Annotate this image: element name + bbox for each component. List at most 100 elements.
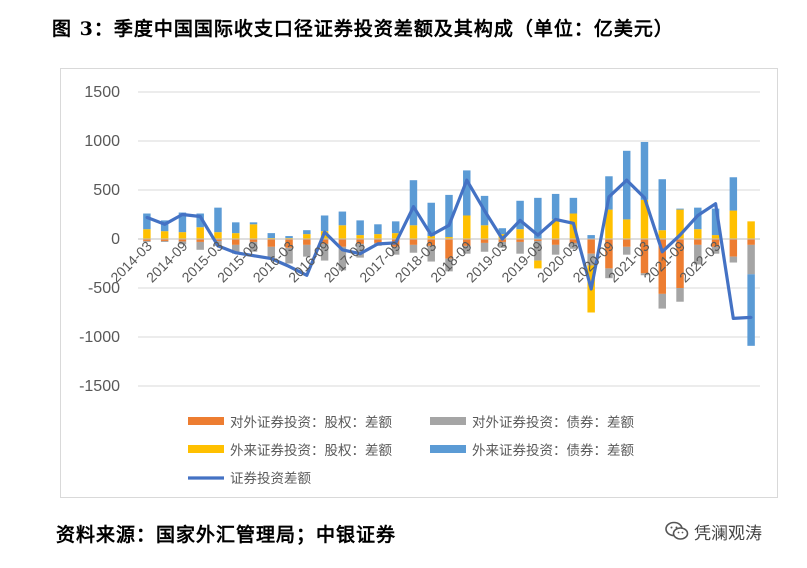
bar-1-2020-09: [605, 239, 613, 269]
y-tick-label: 500: [93, 182, 120, 199]
bar-4-2016-06: [303, 230, 311, 235]
legend-label: 证券投资差额: [230, 471, 311, 487]
bar-4-2017-09: [391, 221, 400, 234]
bar-3-2014-03: [143, 229, 151, 239]
bar-4-2022-06: [729, 177, 738, 211]
bar-4-2017-06: [374, 224, 382, 235]
line-point-2020-12: [625, 178, 629, 182]
y-tick-label: 1500: [84, 84, 120, 101]
y-tick-label: -1500: [79, 378, 120, 395]
bar-3-2014-09: [178, 232, 187, 239]
bar-4-2018-09: [463, 170, 471, 216]
bar-4-2020-06: [587, 235, 595, 239]
bar-4-2019-06: [516, 200, 524, 230]
line-point-2021-03: [643, 196, 646, 200]
bar-1-2022-03: [711, 239, 720, 247]
bar-2-2014-03: [143, 240, 151, 242]
legend-label: 对外证券投资：债券：差额: [472, 415, 634, 431]
bar-4-2014-12: [196, 213, 204, 228]
bar-4-2015-12: [267, 233, 276, 239]
bar-4-2019-03: [498, 228, 507, 235]
bar-2-2016-12: [338, 246, 347, 271]
bar-2-2019-06: [516, 241, 524, 254]
line-point-2017-03: [358, 252, 362, 256]
bar-2-2022-03: [711, 246, 720, 254]
bar-3-2016-06: [303, 234, 311, 239]
bar-3-2017-03: [356, 235, 364, 239]
legend-label: 外来证券投资：股权：差额: [230, 442, 392, 459]
bar-2-2020-12: [622, 246, 631, 255]
bar-3-2021-09: [676, 209, 684, 239]
bar-1-2014-03: [143, 239, 151, 241]
line-point-2018-09: [465, 178, 469, 182]
bar-3-2018-12: [480, 225, 489, 239]
line-point-2015-03: [216, 244, 220, 248]
y-tick-label: 0: [111, 231, 120, 248]
bar-4-2014-09: [178, 212, 187, 233]
line-point-2015-09: [252, 254, 255, 258]
bar-1-2015-03: [214, 239, 222, 241]
bar-4-2020-12: [622, 150, 631, 220]
line-point-2018-06: [447, 223, 451, 227]
bar-3-2019-09: [534, 260, 542, 269]
bar-3-2021-03: [640, 199, 649, 239]
bar-4-2015-03: [214, 207, 222, 233]
bar-1-2021-09: [676, 239, 684, 288]
line-point-2021-12: [696, 214, 700, 217]
bar-3-2022-03: [711, 235, 720, 239]
bar-1-2017-12: [409, 239, 418, 245]
bar-4-2018-03: [427, 202, 435, 237]
bar-3-2020-09: [605, 209, 613, 239]
legend-swatch: [430, 417, 466, 425]
line-point-2021-09: [678, 233, 682, 237]
bar-4-2021-03: [640, 141, 649, 200]
bar-2-2014-06: [160, 240, 169, 242]
bar-3-2014-12: [196, 227, 204, 239]
bar-1-2014-06: [160, 239, 169, 241]
bar-3-2017-06: [374, 234, 382, 239]
y-tick-label: -500: [88, 280, 120, 297]
line-point-2016-09: [323, 230, 326, 234]
bar-2-2022-09: [747, 244, 755, 275]
bar-1-2019-09: [534, 239, 542, 241]
line-point-2017-12: [412, 205, 415, 209]
bar-4-2020-03: [569, 197, 578, 214]
bar-2-2020-03: [569, 242, 578, 249]
line-point-2018-03: [429, 233, 433, 237]
bar-2-2016-06: [303, 244, 311, 257]
bar-4-2021-09: [676, 208, 684, 210]
bar-4-2022-03: [711, 208, 720, 236]
bar-1-2015-12: [267, 239, 276, 247]
bar-4-2020-09: [605, 176, 613, 210]
line-point-2020-03: [572, 221, 575, 225]
line-point-2014-09: [181, 213, 184, 216]
bar-4-2017-03: [356, 220, 364, 236]
wechat-icon: [665, 521, 689, 540]
bar-3-2019-12: [551, 219, 560, 239]
bar-2-2018-09: [463, 245, 471, 254]
bar-3-2018-09: [463, 215, 471, 239]
bar-1-2017-06: [374, 239, 382, 243]
bar-3-2018-03: [427, 236, 435, 239]
chart-frame: [60, 68, 778, 498]
bar-3-2021-06: [658, 230, 666, 239]
bar-3-2022-09: [747, 221, 755, 239]
y-tick-label: 1000: [84, 133, 120, 150]
line-point-2017-09: [394, 241, 398, 245]
bar-2-2022-06: [729, 256, 738, 263]
bar-1-2020-03: [569, 239, 578, 243]
bar-4-2019-12: [551, 193, 560, 220]
line-point-2020-09: [607, 195, 611, 199]
line-point-2019-09: [536, 233, 540, 237]
bar-1-2020-06: [587, 239, 595, 254]
source-note: 资料来源：国家外汇管理局；中银证券: [56, 524, 397, 546]
line-point-2019-12: [554, 218, 558, 221]
line-point-2022-06: [731, 316, 735, 320]
bar-2-2019-09: [534, 240, 542, 261]
bar-3-2015-06: [232, 233, 240, 239]
bar-2-2020-09: [605, 268, 613, 279]
line-point-2014-06: [163, 222, 167, 226]
bar-4-2017-12: [409, 180, 418, 226]
bar-1-2018-09: [463, 239, 471, 246]
